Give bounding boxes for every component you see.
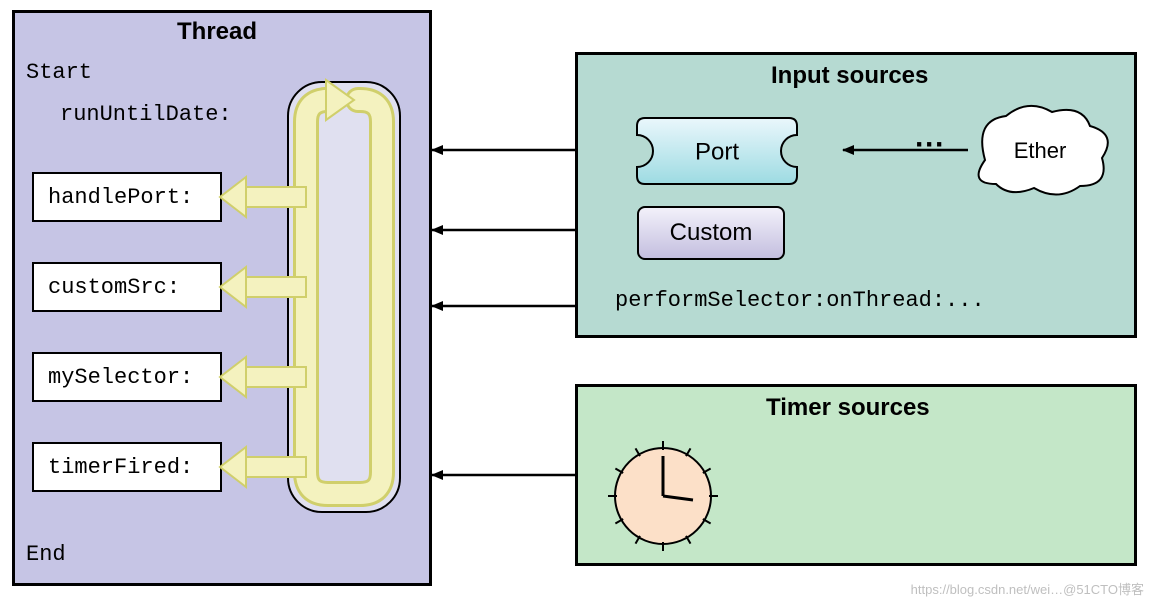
handler-handleport: handlePort: bbox=[32, 172, 222, 222]
thread-start-label: Start bbox=[26, 60, 92, 85]
custom-source-button: Custom bbox=[637, 206, 785, 260]
handler-timerfired: timerFired: bbox=[32, 442, 222, 492]
handler-myselector: mySelector: bbox=[32, 352, 222, 402]
thread-panel-title: Thread bbox=[177, 18, 257, 46]
input-sources-title: Input sources bbox=[771, 62, 928, 90]
timer-sources-title: Timer sources bbox=[766, 394, 930, 422]
perform-selector-label: performSelector:onThread:... bbox=[615, 288, 985, 313]
handler-customsrc: customSrc: bbox=[32, 262, 222, 312]
runloop-method-label: runUntilDate: bbox=[60, 102, 232, 127]
thread-end-label: End bbox=[26, 542, 66, 567]
watermark: https://blog.csdn.net/wei…@51CTO博客 bbox=[911, 579, 1144, 598]
